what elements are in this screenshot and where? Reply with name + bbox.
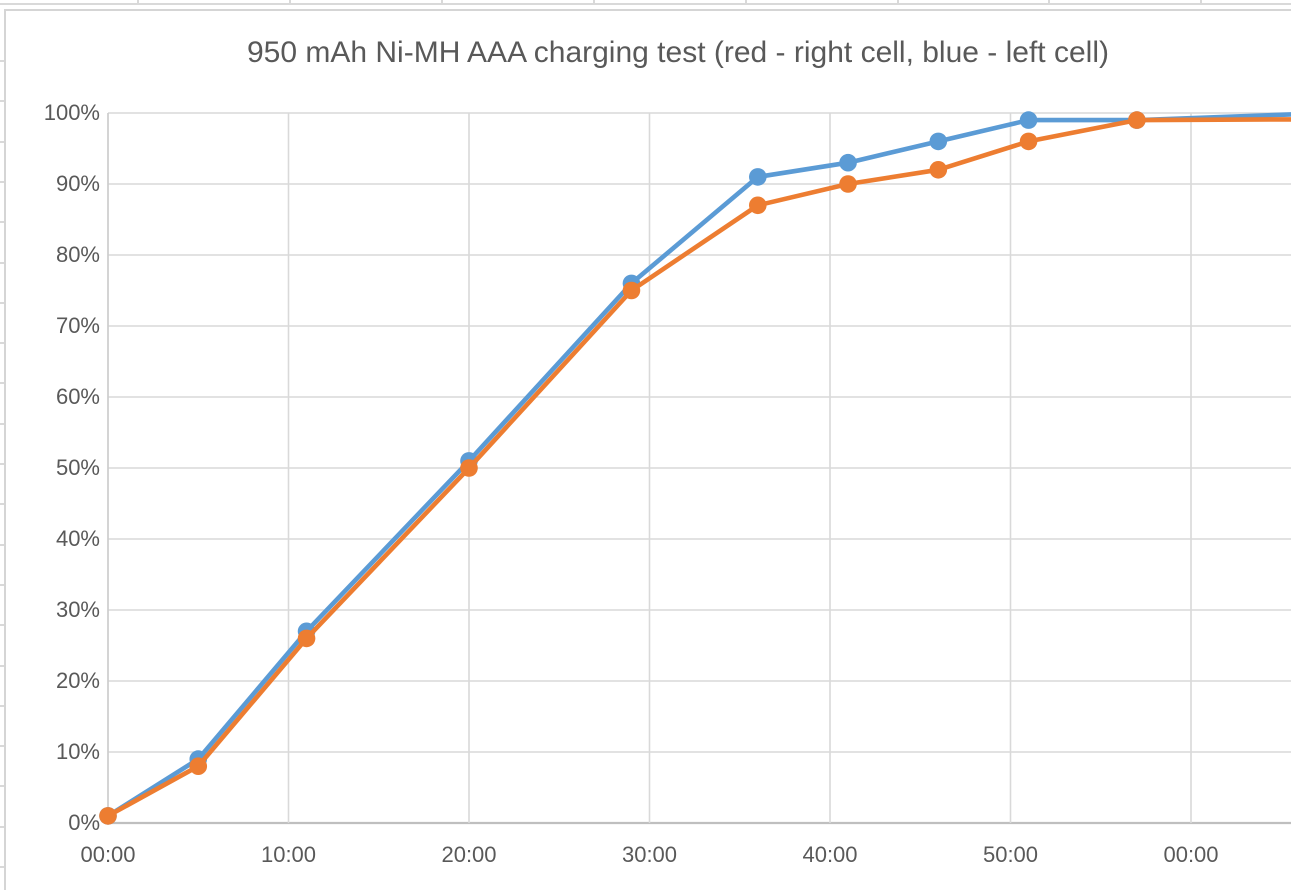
sheet-row-tick: [0, 262, 4, 264]
sheet-column-tick: [1048, 0, 1050, 4]
sheet-row-tick: [0, 866, 4, 868]
sheet-row-tick: [0, 785, 4, 787]
sheet-column-tick: [1200, 0, 1202, 4]
data-point-marker-left-cell: [839, 153, 857, 172]
data-point-marker-right-cell: [622, 281, 641, 300]
sheet-row-tick: [0, 584, 4, 586]
data-point-marker-right-cell: [297, 629, 316, 648]
sheet-column-tick: [593, 0, 595, 4]
sheet-row-tick: [0, 463, 4, 465]
sheet-row-tick: [0, 221, 4, 223]
sheet-row-tick: [0, 503, 4, 505]
series-line-left-cell: [105, 112, 1291, 819]
x-axis-tick-label: 30:00: [621, 842, 678, 867]
sheet-row-tick: [0, 181, 4, 183]
data-point-marker-left-cell: [1019, 111, 1038, 129]
data-point-marker-right-cell: [1128, 111, 1146, 129]
sheet-column-tick: [289, 0, 291, 4]
y-axis-tick-label: 40%: [55, 526, 100, 551]
sheet-row-tick: [0, 382, 4, 384]
data-point-marker-right-cell: [99, 807, 117, 825]
data-point-marker-right-cell: [1019, 132, 1038, 151]
y-axis-tick-label: 20%: [55, 668, 100, 693]
sheet-row-tick: [0, 544, 4, 546]
y-axis-tick-label: 10%: [55, 739, 100, 764]
sheet-column-tick: [441, 0, 443, 4]
sheet-column-tick: [137, 0, 139, 4]
data-point-marker-right-cell: [189, 757, 208, 775]
x-axis-tick-label: 00:00: [80, 842, 136, 867]
sheet-row-tick: [0, 705, 4, 707]
sheet-row-tick: [0, 624, 4, 626]
sheet-row-tick: [0, 665, 4, 667]
data-point-marker-right-cell: [460, 459, 478, 477]
x-axis-tick-label: 10:00: [260, 842, 317, 867]
y-axis-tick-label: 70%: [55, 313, 100, 338]
y-axis-tick-label: 30%: [55, 597, 100, 622]
data-point-marker-right-cell: [749, 196, 767, 215]
sheet-row-line: [0, 3, 1291, 5]
sheet-row-tick: [0, 141, 4, 143]
sheet-row-tick: [0, 423, 4, 425]
sheet-column-tick: [897, 0, 899, 4]
data-point-marker-left-cell: [929, 132, 948, 151]
y-axis-tick-label: 50%: [55, 455, 100, 480]
y-axis-tick-label: 60%: [55, 384, 100, 409]
sheet-row-tick: [0, 100, 4, 102]
chart-title: 950 mAh Ni-MH AAA charging test (red - r…: [246, 36, 1109, 69]
data-point-marker-left-cell: [749, 168, 767, 186]
y-axis-tick-label: 100%: [43, 100, 100, 125]
x-axis-tick-label: 00:00: [1163, 842, 1219, 867]
data-point-marker-right-cell: [839, 175, 857, 193]
sheet-row-tick: [0, 60, 4, 62]
y-axis-tick-label: 80%: [55, 242, 100, 267]
y-axis-tick-label: 0%: [68, 810, 100, 835]
sheet-column-tick: [745, 0, 747, 4]
sheet-row-tick: [0, 745, 4, 747]
data-point-marker-right-cell: [929, 161, 948, 179]
x-axis-tick-label: 40:00: [802, 842, 858, 867]
x-axis-tick-label: 20:00: [441, 842, 497, 867]
sheet-row-tick: [0, 826, 4, 828]
x-axis-tick-label: 50:00: [982, 842, 1039, 867]
sheet-row-tick: [0, 302, 4, 304]
sheet-row-tick: [0, 342, 4, 344]
y-axis-tick-label: 90%: [55, 171, 100, 196]
